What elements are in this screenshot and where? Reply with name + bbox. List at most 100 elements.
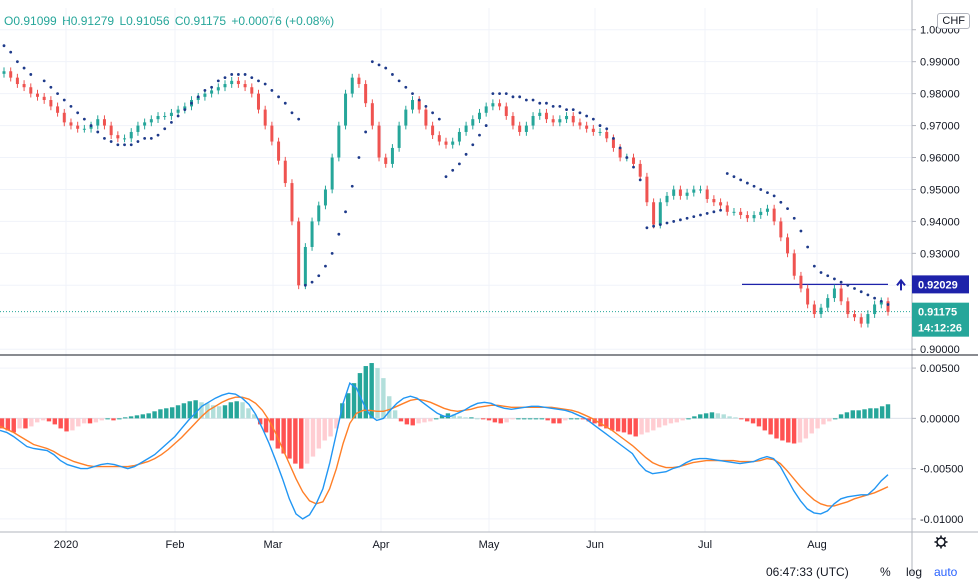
candle-body <box>116 135 120 139</box>
sar-dot <box>491 92 495 96</box>
candle-body <box>792 253 796 276</box>
y-tick-label: 0.95000 <box>920 184 960 196</box>
sar-dot <box>109 140 113 143</box>
sar-dot <box>324 264 327 268</box>
macd-histogram-bar <box>739 418 744 420</box>
grid-lines <box>0 8 912 532</box>
macd-histogram-bar <box>398 418 404 422</box>
candle-body <box>183 106 187 110</box>
sar-dot <box>806 245 810 249</box>
sar-dot <box>786 207 789 211</box>
sar-dot <box>69 105 73 108</box>
candle-body <box>685 192 689 196</box>
macd-line <box>0 382 889 520</box>
candle-body <box>504 106 508 116</box>
x-tick-label: Apr <box>372 539 389 551</box>
sar-dot <box>330 251 334 255</box>
candle-body <box>69 122 73 126</box>
candle-body <box>585 125 589 129</box>
x-tick-label: Jul <box>698 539 712 551</box>
macd-histogram-bar <box>639 418 644 435</box>
candle-body <box>846 301 850 315</box>
candle-body <box>524 125 528 132</box>
candle-body <box>290 183 294 222</box>
signal-line <box>0 396 889 507</box>
candle-body <box>22 84 26 88</box>
candle-body <box>786 237 790 254</box>
sar-dot <box>411 92 414 96</box>
level-line-group[interactable] <box>742 278 906 291</box>
candle-body <box>223 84 227 88</box>
candle-body <box>143 122 147 126</box>
x-tick-label: Jun <box>586 539 604 551</box>
x-tick-label: Feb <box>166 539 185 551</box>
sar-dot <box>846 283 850 287</box>
candle-body <box>739 211 743 216</box>
macd-histogram-bar <box>709 412 715 419</box>
macd-histogram-bar <box>598 418 603 427</box>
sar-dot <box>2 44 6 48</box>
macd-histogram-bar <box>733 417 738 419</box>
macd-histogram-bar <box>557 418 562 424</box>
log-toggle[interactable]: log <box>906 565 923 579</box>
sar-dot <box>712 210 716 214</box>
sar-dot <box>591 117 595 121</box>
macd-histogram-bar <box>281 418 286 454</box>
candle-body <box>558 119 562 123</box>
candle-body <box>812 304 816 315</box>
macd-histogram-bar <box>621 418 627 433</box>
sar-dot <box>156 133 160 137</box>
candle-body <box>263 109 267 126</box>
macd-histogram-bar <box>533 418 539 420</box>
macd-histogram-bar <box>64 418 69 432</box>
sar-dot <box>431 111 435 115</box>
candle-body <box>866 314 870 324</box>
macd-histogram-bar <box>158 409 163 419</box>
candle-body <box>357 77 361 85</box>
macd-histogram-bar <box>164 408 169 419</box>
macd-histogram-bar <box>856 410 861 419</box>
sar-dot <box>759 188 763 191</box>
sar-dot <box>129 143 133 147</box>
currency-badge[interactable]: CHF <box>937 13 970 29</box>
candle-body <box>56 106 60 113</box>
sar-dot <box>826 274 830 278</box>
sar-dot <box>464 152 468 156</box>
sar-dot <box>404 85 408 89</box>
sar-dot <box>49 85 53 89</box>
ohlc-low: L0.91056 <box>119 14 170 28</box>
candle-body <box>404 109 408 126</box>
sar-dot <box>471 143 475 147</box>
sar-dot <box>739 178 743 182</box>
candle-body <box>464 125 468 132</box>
candle-body <box>230 80 234 85</box>
sar-dot <box>625 156 629 159</box>
last-price-label-bg <box>912 302 969 337</box>
macd-histogram-bar <box>293 418 298 464</box>
macd-histogram-bar <box>744 418 750 422</box>
candle-body <box>123 138 127 140</box>
candle-body <box>216 87 220 91</box>
candle-body <box>719 202 723 206</box>
ohlc-high: H0.91279 <box>62 14 115 28</box>
sar-dot <box>692 215 696 219</box>
settings-gear-icon[interactable] <box>934 535 948 549</box>
macd-histogram-bar <box>287 418 292 459</box>
candle-body <box>692 189 696 193</box>
candle-body <box>826 298 830 308</box>
candle-body <box>832 288 836 299</box>
sar-dot <box>62 98 66 102</box>
percent-toggle[interactable]: % <box>880 565 891 579</box>
alert-arrow-up-icon[interactable] <box>896 278 906 291</box>
macd-histogram-bar <box>193 400 198 419</box>
sar-dot <box>236 73 240 76</box>
sar-dot <box>96 130 100 134</box>
candle-body <box>632 157 636 164</box>
candle-body <box>551 119 555 123</box>
y-tick-label: 0.90000 <box>920 344 960 356</box>
sar-dot <box>344 210 347 214</box>
macd-histogram-bar <box>87 418 93 424</box>
sar-dot <box>457 162 461 166</box>
auto-toggle[interactable]: auto <box>934 565 958 579</box>
